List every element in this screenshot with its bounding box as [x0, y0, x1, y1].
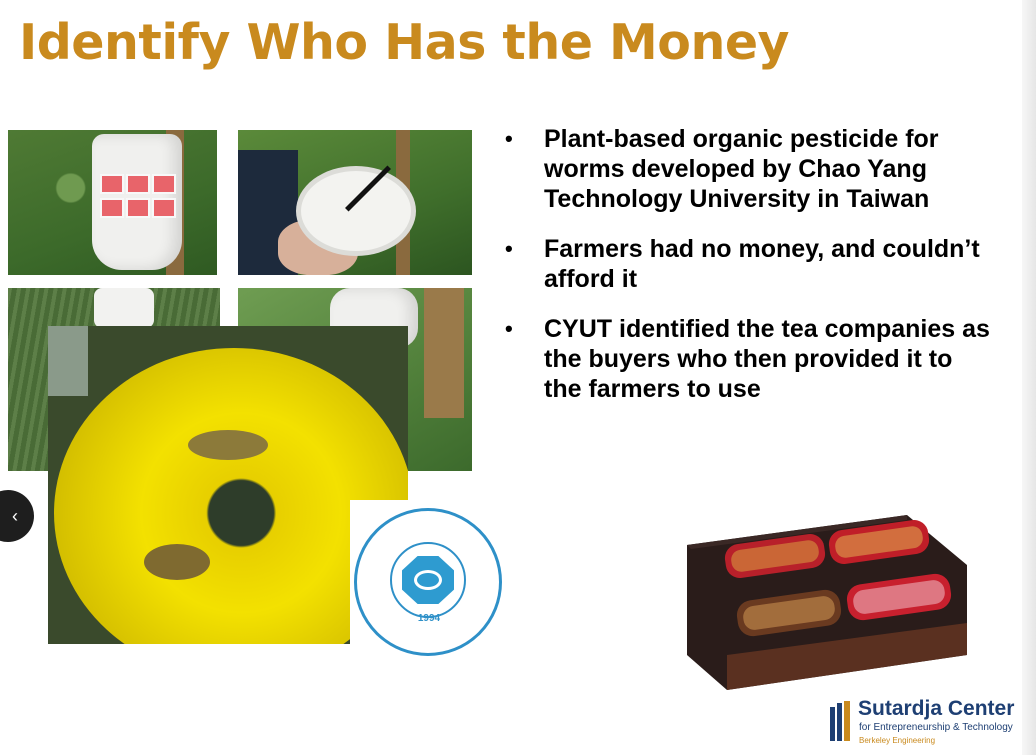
bullet-item: • Plant-based organic pesticide for worms…: [505, 124, 990, 214]
edge-strip: [1022, 0, 1036, 755]
tea-gift-box: [667, 505, 975, 695]
caught-worm: [144, 544, 210, 580]
trap-window: [126, 198, 150, 218]
logo-title: Sutardja Center: [858, 697, 1014, 721]
photo-trap-lid: [238, 130, 472, 275]
bullet-text: CYUT identified the tea companies as the…: [544, 315, 990, 403]
wooden-post: [424, 288, 464, 418]
bullet-text: Farmers had no money, and couldn’t affor…: [544, 235, 980, 293]
logo-subtitle: for Entrepreneurship & Technology: [859, 722, 1013, 733]
previous-slide-button[interactable]: ‹: [0, 490, 34, 542]
bullet-item: • CYUT identified the tea companies as th…: [505, 314, 990, 404]
trap-lid: [296, 166, 416, 256]
trap-window: [152, 198, 176, 218]
trap-top: [94, 288, 154, 328]
trap-window: [126, 174, 150, 194]
trap-window: [100, 198, 124, 218]
logo-small-text: Berkeley Engineering: [859, 736, 935, 745]
bullet-text: Plant-based organic pesticide for worms …: [544, 125, 939, 213]
sutardja-logo: Sutardja Center for Entrepreneurship & T…: [830, 693, 1030, 753]
university-seal: 1994: [350, 500, 508, 658]
bullet-list: • Plant-based organic pesticide for worms…: [505, 124, 990, 424]
logo-bars-icon: [830, 701, 852, 741]
seal-swirl-icon: [414, 570, 442, 590]
trap-window: [152, 174, 176, 194]
slide-title: Identify Who Has the Money: [19, 14, 789, 71]
bullet-dot: •: [505, 234, 513, 264]
seal-year: 1994: [350, 613, 508, 624]
caught-worm: [188, 430, 268, 460]
bullet-item: • Farmers had no money, and couldn’t affo…: [505, 234, 990, 294]
bullet-dot: •: [505, 124, 513, 154]
bullet-dot: •: [505, 314, 513, 344]
wrist: [48, 326, 88, 396]
trap-window: [100, 174, 124, 194]
photo-white-trap: [8, 130, 217, 275]
